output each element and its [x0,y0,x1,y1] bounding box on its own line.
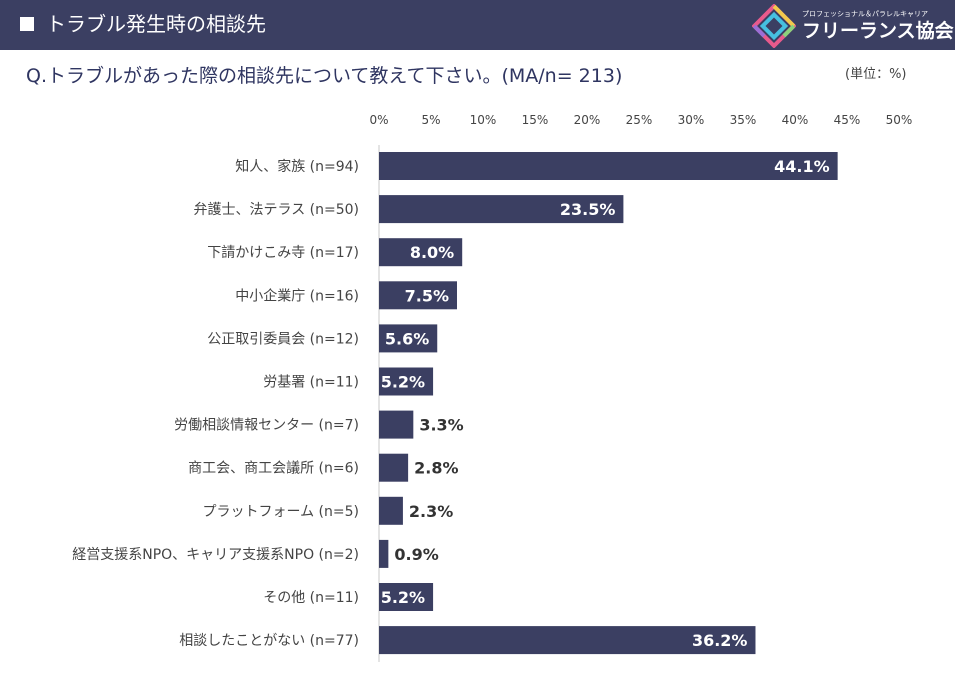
value-label: 36.2% [692,631,748,650]
value-label: 44.1% [774,157,830,176]
header-bar: トラブル発生時の相談先 プロフェッショナル＆パラレルキャリア フリーランス協会 [0,0,955,50]
value-label: 23.5% [560,200,616,219]
category-label: 相談したことがない (n=77) [179,633,359,649]
category-label: 労働相談情報センター (n=7) [174,418,359,434]
value-label: 3.3% [419,416,463,435]
bar [379,410,414,439]
value-label: 2.8% [414,459,458,478]
bar-chart: 0% 5% 10% 15% 20% 25% 30% 35% 40% 45% 50% 知人、家族 (n=… [72,113,913,662]
x-tick-label: 40% [782,113,809,127]
bar [379,539,389,568]
bar [379,453,409,482]
value-label: 0.9% [394,545,438,564]
x-tick-label: 45% [834,113,861,127]
category-label: 経営支援系NPO、キャリア支援系NPO (n=2) [72,547,359,563]
bar [379,367,434,396]
bar [379,238,463,267]
page-title: トラブル発生時の相談先 [46,12,266,36]
x-tick-label: 25% [626,113,653,127]
x-tick-label: 10% [470,113,497,127]
category-label: プラットフォーム (n=5) [203,504,359,520]
category-label: 公正取引委員会 (n=12) [207,331,359,347]
bar [379,281,457,310]
square-bullet-icon [20,17,34,31]
category-label: 弁護士、法テラス (n=50) [193,202,359,218]
bar [379,583,434,611]
logo: プロフェッショナル＆パラレルキャリア フリーランス協会 [751,3,954,49]
value-label: 7.5% [405,286,449,305]
value-label: 8.0% [410,243,454,262]
category-label: 労基署 (n=11) [263,374,359,391]
category-label: 商工会、商工会議所 (n=6) [188,460,359,477]
bar [379,626,756,655]
bar [379,324,438,353]
x-tick-label: 15% [522,113,549,127]
category-label: 中小企業庁 (n=16) [235,287,359,304]
question-text: Q.トラブルがあった際の相談先について教えて下さい。(MA/n= 213) [26,65,623,87]
x-tick-label: 35% [730,113,757,127]
bar [379,152,838,180]
x-tick-label: 5% [421,113,440,127]
logo-icon [751,3,797,49]
value-label: 5.2% [381,373,425,392]
logo-tagline: プロフェッショナル＆パラレルキャリア [802,10,928,18]
category-label: 知人、家族 (n=94) [235,158,359,175]
bar [379,195,624,224]
bar [379,496,403,525]
value-label: 5.2% [381,588,425,607]
logo-name: フリーランス協会 [802,20,954,42]
x-tick-label: 50% [886,113,913,127]
x-tick-label: 20% [574,113,601,127]
category-label: 下請かけこみ寺 (n=17) [207,245,359,261]
unit-label: (単位：%) [845,67,907,82]
value-label: 5.6% [385,329,429,348]
category-label: その他 (n=11) [263,590,359,606]
value-label: 2.3% [409,502,453,521]
x-tick-label: 0% [369,113,388,127]
x-tick-label: 30% [678,113,705,127]
